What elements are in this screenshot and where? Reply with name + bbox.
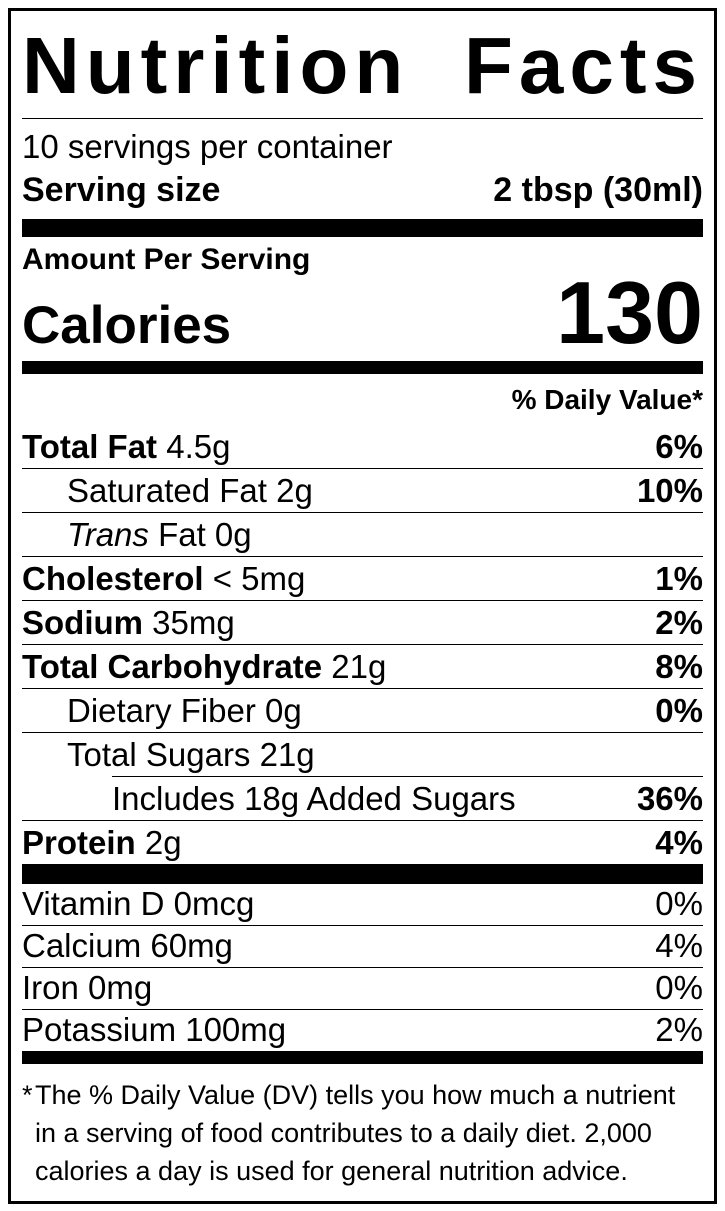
micronutrient-daily-value: 0%	[655, 969, 703, 1006]
nutrient-daily-value: 4%	[655, 824, 703, 861]
servings-per-container: 10 servings per container	[22, 128, 393, 165]
nutrient-name: Protein 2g	[22, 824, 182, 861]
nutrient-row: Dietary Fiber 0g 0%	[22, 688, 703, 732]
micronutrient-name: Iron 0mg	[22, 969, 153, 1006]
nutrient-name: Includes 18g Added Sugars	[112, 780, 516, 817]
micronutrient-row: Vitamin D 0mcg 0%	[22, 884, 703, 925]
micronutrient-row: Calcium 60mg 4%	[22, 925, 703, 967]
micronutrient-daily-value: 2%	[655, 1011, 703, 1048]
thick-bar-bottom	[22, 1051, 703, 1064]
micronutrient-name: Calcium 60mg	[22, 927, 233, 964]
footnote: * The % Daily Value (DV) tells you how m…	[22, 1064, 703, 1190]
nutrient-daily-value: 6%	[655, 428, 703, 465]
nutrient-row: Includes 18g Added Sugars 36%	[112, 776, 703, 820]
nutrient-daily-value: 10%	[636, 472, 703, 509]
nutrient-daily-value: 1%	[655, 560, 703, 597]
nutrition-facts-label: Nutrition Facts 10 servings per containe…	[8, 8, 717, 1204]
micronutrient-name: Vitamin D 0mcg	[22, 885, 255, 922]
serving-size-row: Serving size 2 tbsp (30ml)	[22, 167, 703, 219]
nutrient-name: Total Carbohydrate 21g	[22, 648, 387, 685]
thick-bar-protein	[22, 864, 703, 884]
nutrient-name: Total Fat 4.5g	[22, 428, 231, 465]
nutrient-name: Total Sugars 21g	[67, 736, 315, 773]
nutrient-row: Sodium 35mg 2%	[22, 600, 703, 644]
daily-value-header: % Daily Value*	[511, 384, 703, 415]
serving-size-value: 2 tbsp (30ml)	[493, 171, 703, 209]
nutrient-name: Trans Fat 0g	[67, 516, 252, 553]
nutrient-name: Sodium 35mg	[22, 604, 235, 641]
micronutrient-daily-value: 0%	[655, 885, 703, 922]
nutrient-row: Total Fat 4.5g 6%	[22, 425, 703, 468]
micronutrient-name: Potassium 100mg	[22, 1011, 287, 1048]
nutrient-row: Trans Fat 0g	[22, 512, 703, 556]
micronutrient-daily-value: 4%	[655, 927, 703, 964]
nutrient-rows: Total Fat 4.5g 6% Saturated Fat 2g 10% Trans…	[22, 425, 703, 864]
calories-section: Amount Per Serving Calories 130	[22, 237, 703, 361]
nutrient-daily-value: 2%	[655, 604, 703, 641]
nutrient-daily-value: 36%	[636, 780, 703, 817]
amount-per-serving-label: Amount Per Serving	[22, 243, 311, 276]
serving-size-label: Serving size	[22, 171, 221, 209]
micronutrient-row: Iron 0mg 0%	[22, 967, 703, 1009]
nutrient-name: Saturated Fat 2g	[67, 472, 313, 509]
calories-value: 130	[556, 263, 703, 362]
footnote-asterisk: *	[22, 1080, 33, 1110]
label-title: Nutrition Facts	[22, 11, 703, 119]
nutrient-daily-value: 8%	[655, 648, 703, 685]
nutrient-name: Cholesterol < 5mg	[22, 560, 306, 597]
micronutrient-rows: Vitamin D 0mcg 0% Calcium 60mg 4% Iron 0mg 0%…	[22, 884, 703, 1051]
micronutrient-row: Potassium 100mg 2%	[22, 1009, 703, 1051]
calories-label: Calories	[22, 296, 232, 355]
nutrient-name: Dietary Fiber 0g	[67, 692, 302, 729]
nutrient-row: Saturated Fat 2g 10%	[22, 468, 703, 512]
thick-bar-top	[22, 219, 703, 237]
nutrient-row: Total Carbohydrate 21g 8%	[22, 644, 703, 688]
nutrient-row: Protein 2g 4%	[22, 820, 703, 864]
footnote-text: The % Daily Value (DV) tells you how muc…	[35, 1080, 676, 1186]
thick-bar-calories	[22, 361, 703, 374]
nutrient-row: Cholesterol < 5mg 1%	[22, 556, 703, 600]
nutrient-daily-value: 0%	[655, 692, 703, 729]
nutrient-row: Total Sugars 21g	[22, 732, 703, 776]
